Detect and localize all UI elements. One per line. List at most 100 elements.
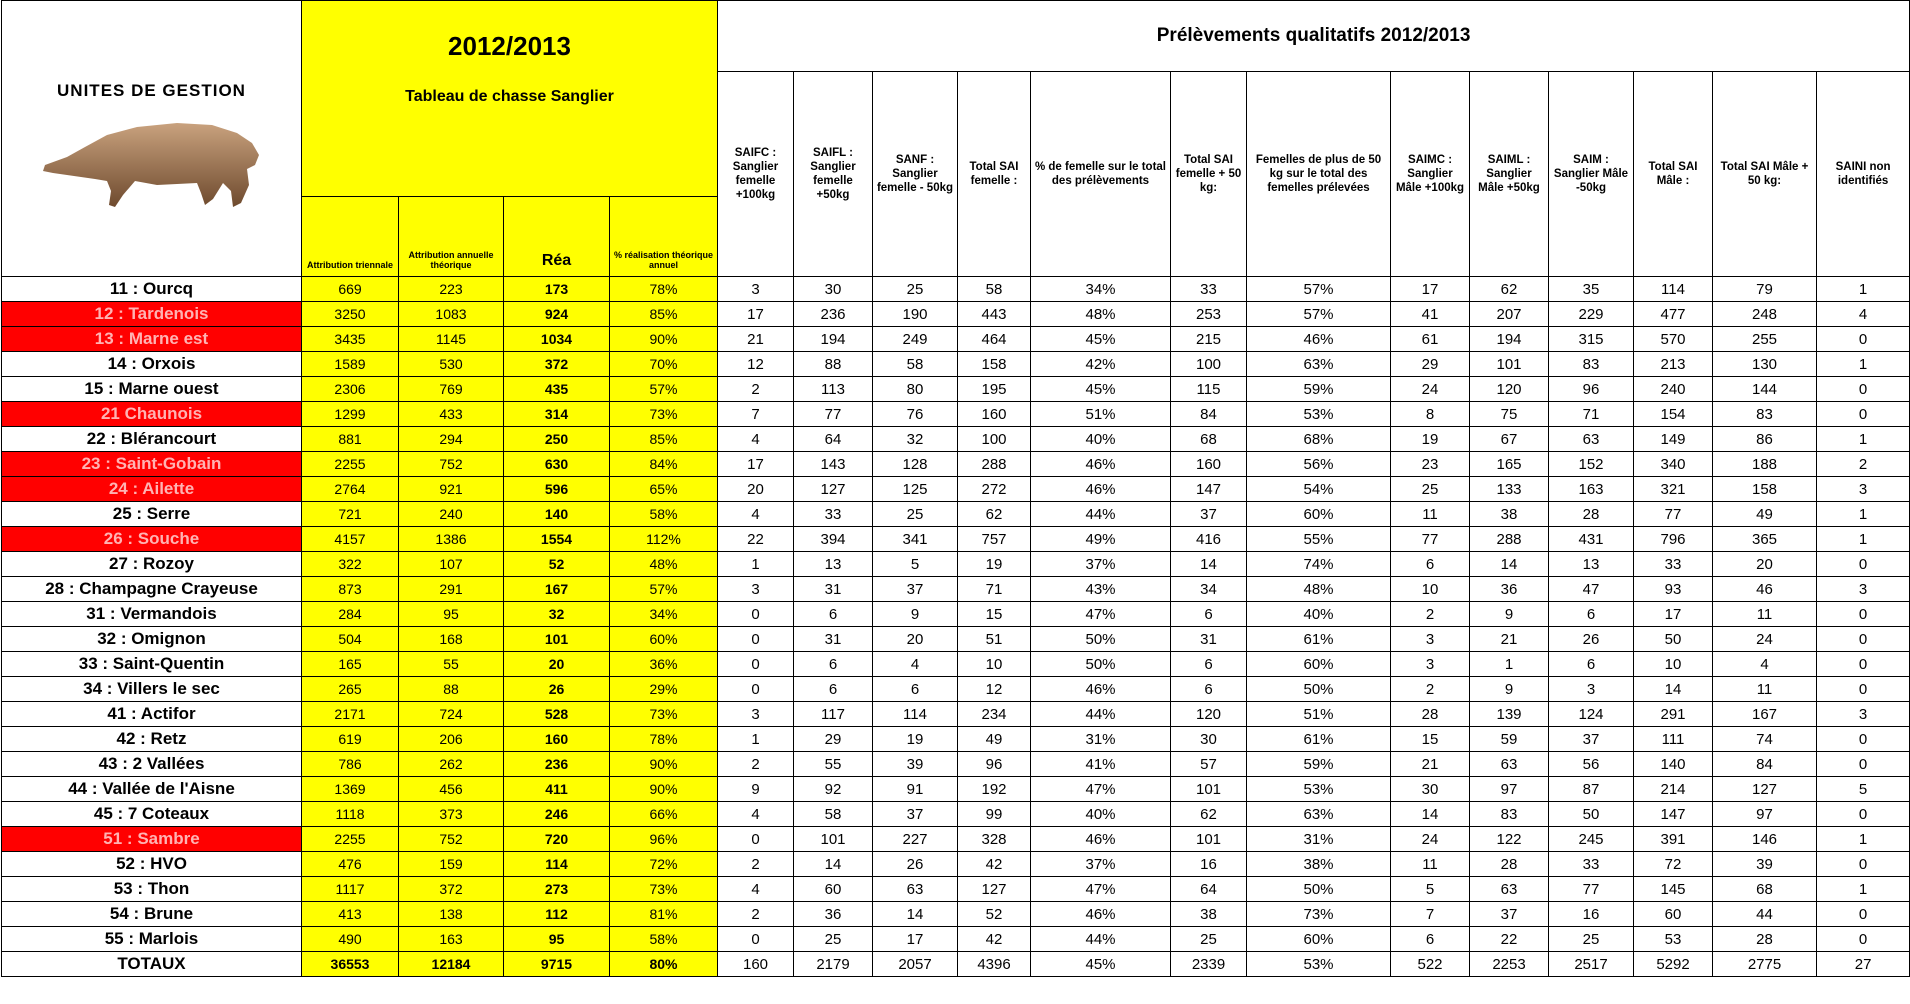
data-cell: 206: [399, 727, 504, 752]
unit-cell: 27 : Rozoy: [2, 552, 302, 577]
data-cell: 128: [873, 452, 958, 477]
data-cell: 1589: [302, 352, 399, 377]
data-cell: 207: [1470, 302, 1549, 327]
table-row: 22 : Blérancourt88129425085%4643210040%6…: [2, 427, 1910, 452]
data-cell: 3: [1817, 477, 1910, 502]
data-cell: 504: [302, 627, 399, 652]
table-row: 33 : Saint-Quentin165552036%0641050%660%…: [2, 652, 1910, 677]
data-cell: 145: [1634, 877, 1713, 902]
data-cell: 1145: [399, 327, 504, 352]
data-cell: 48%: [1031, 302, 1171, 327]
data-cell: 413: [302, 902, 399, 927]
data-cell: 15: [1391, 727, 1470, 752]
data-cell: 394: [794, 527, 873, 552]
data-cell: 315: [1549, 327, 1634, 352]
data-cell: 2: [718, 852, 794, 877]
data-cell: 83: [1470, 802, 1549, 827]
qualitative-title: Prélèvements qualitatifs 2012/2013: [718, 1, 1910, 72]
data-cell: 33: [794, 502, 873, 527]
data-cell: 71: [958, 577, 1031, 602]
data-cell: 115: [1171, 377, 1247, 402]
data-cell: 37: [873, 802, 958, 827]
data-cell: 5: [1391, 877, 1470, 902]
data-cell: 84: [1713, 752, 1817, 777]
data-cell: 114: [1634, 277, 1713, 302]
data-cell: 9: [718, 777, 794, 802]
data-cell: 59%: [1247, 377, 1391, 402]
data-cell: 64: [794, 427, 873, 452]
data-cell: 61%: [1247, 727, 1391, 752]
data-cell: 0: [1817, 927, 1910, 952]
data-cell: 63: [1470, 877, 1549, 902]
data-cell: 64: [1171, 877, 1247, 902]
table-row: 24 : Ailette276492159665%2012712527246%1…: [2, 477, 1910, 502]
data-cell: 167: [504, 577, 610, 602]
data-cell: 51%: [1031, 402, 1171, 427]
data-cell: 288: [1470, 527, 1549, 552]
data-cell: 125: [873, 477, 958, 502]
data-cell: 120: [1470, 377, 1549, 402]
data-cell: 6: [1171, 652, 1247, 677]
data-cell: 25: [1171, 927, 1247, 952]
data-cell: 11: [1713, 677, 1817, 702]
data-cell: 165: [1470, 452, 1549, 477]
data-cell: 60%: [1247, 927, 1391, 952]
data-cell: 57: [1171, 752, 1247, 777]
data-cell: 6: [1549, 652, 1634, 677]
data-cell: 3: [1817, 702, 1910, 727]
data-cell: 14: [1391, 802, 1470, 827]
data-cell: 58%: [610, 502, 718, 527]
table-row: 26 : Souche415713861554112%2239434175749…: [2, 527, 1910, 552]
data-cell: 83: [1549, 352, 1634, 377]
unit-cell: 41 : Actifor: [2, 702, 302, 727]
data-cell: 236: [794, 302, 873, 327]
table-row: 45 : 7 Coteaux111837324666%458379940%626…: [2, 802, 1910, 827]
data-cell: 11: [1391, 502, 1470, 527]
data-cell: 1118: [302, 802, 399, 827]
data-cell: 55%: [1247, 527, 1391, 552]
data-cell: 23: [1391, 452, 1470, 477]
data-cell: 88: [399, 677, 504, 702]
data-cell: 44%: [1031, 702, 1171, 727]
data-cell: 4396: [958, 952, 1031, 977]
data-cell: 30: [1171, 727, 1247, 752]
data-cell: 4: [1713, 652, 1817, 677]
boar-icon: [37, 107, 267, 217]
data-cell: 1083: [399, 302, 504, 327]
data-cell: 37: [1171, 502, 1247, 527]
unit-cell: 23 : Saint-Gobain: [2, 452, 302, 477]
data-cell: 44%: [1031, 502, 1171, 527]
data-cell: 9: [873, 602, 958, 627]
table-row: 21 Chaunois129943331473%7777616051%8453%…: [2, 402, 1910, 427]
column-header: SAIFL : Sanglier femelle +50kg: [794, 72, 873, 277]
data-cell: 17: [718, 302, 794, 327]
data-cell: 2255: [302, 452, 399, 477]
data-cell: 46%: [1031, 902, 1171, 927]
table-row: 41 : Actifor217172452873%311711423444%12…: [2, 702, 1910, 727]
data-cell: 75: [1470, 402, 1549, 427]
table-row: 52 : HVO47615911472%214264237%1638%11283…: [2, 852, 1910, 877]
data-cell: 1034: [504, 327, 610, 352]
data-cell: 0: [1817, 677, 1910, 702]
data-cell: 28: [1549, 502, 1634, 527]
data-cell: 154: [1634, 402, 1713, 427]
data-cell: 0: [718, 827, 794, 852]
data-cell: 77: [794, 402, 873, 427]
data-cell: 96: [1549, 377, 1634, 402]
unit-cell: 15 : Marne ouest: [2, 377, 302, 402]
data-cell: 50%: [1247, 877, 1391, 902]
data-cell: 45%: [1031, 377, 1171, 402]
data-cell: 33: [1549, 852, 1634, 877]
column-header: Total SAI femelle :: [958, 72, 1031, 277]
data-cell: 2306: [302, 377, 399, 402]
data-cell: 101: [504, 627, 610, 652]
data-cell: 245: [1549, 827, 1634, 852]
data-cell: 57%: [1247, 302, 1391, 327]
data-cell: 37: [1549, 727, 1634, 752]
unit-cell: 34 : Villers le sec: [2, 677, 302, 702]
data-cell: 53%: [1247, 402, 1391, 427]
data-cell: 101: [794, 827, 873, 852]
data-cell: 19: [958, 552, 1031, 577]
data-cell: 51: [958, 627, 1031, 652]
